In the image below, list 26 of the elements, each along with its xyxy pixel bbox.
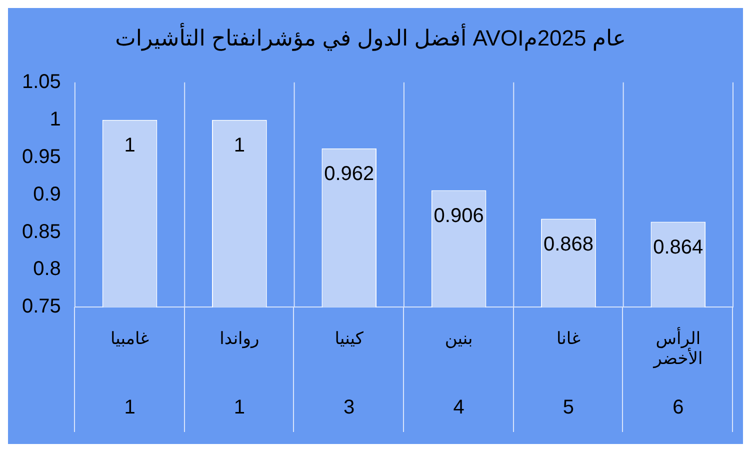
y-tick-label: 1 [50,108,61,130]
y-tick-label: 1.05 [22,70,61,93]
x-tick-label: غامبيا [110,328,150,349]
y-tick-label: 0.9 [33,183,61,206]
chart-title: أفضل الدول في مؤشرانفتاح التأشيرات AVOIعام 2025م [115,22,626,52]
data-label: 0.962 [324,162,374,185]
data-label: 1 [124,134,136,156]
y-tick-label: 0.85 [22,220,61,243]
text: 3 [344,396,355,419]
data-label: 0.868 [543,233,594,256]
text: 6 [672,396,684,419]
y-tick-label: 0.8 [33,258,61,280]
y-tick-label: 0.95 [22,146,61,168]
data-label: 1 [234,134,246,156]
x-tick-label: رواندا [220,328,260,349]
x-tick-label: غانا [556,328,581,349]
x-tick-label: الرأس الأخضر [652,326,703,370]
y-tick-label: 0.75 [22,296,61,318]
x-tick-label: كينيا [334,328,364,349]
text: 1 [124,396,136,419]
text: 5 [562,396,574,419]
data-label: 0.906 [434,204,484,227]
x-tick-label: بنين [444,328,473,349]
data-label: 0.864 [653,236,704,258]
text: 1 [234,396,246,419]
text: 4 [453,396,464,419]
